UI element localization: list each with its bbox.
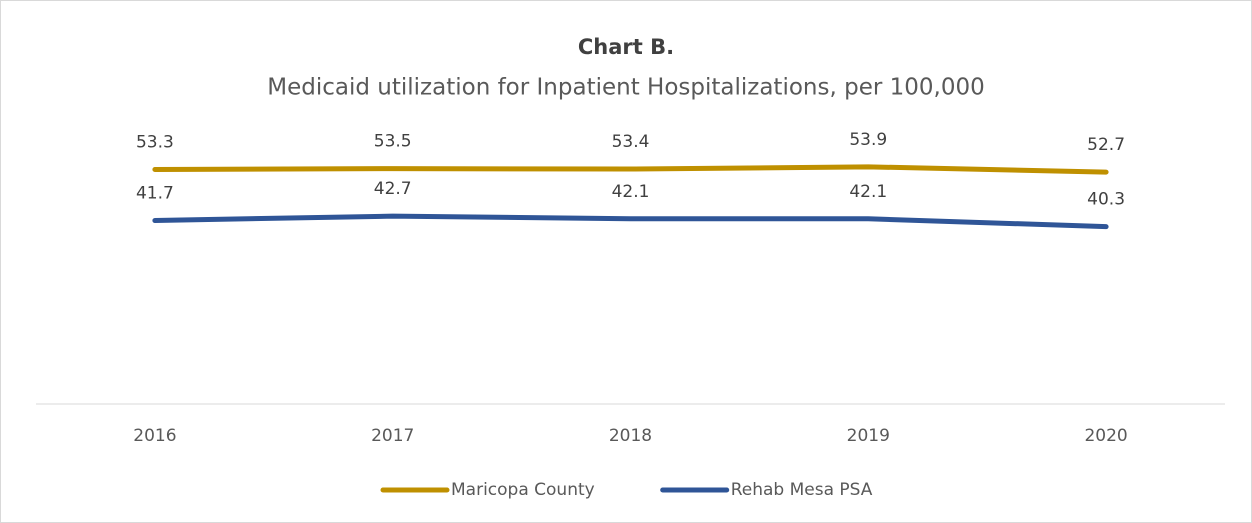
- x-tick-label: 2019: [847, 426, 890, 446]
- data-label: 41.7: [136, 184, 174, 204]
- data-label: 42.1: [612, 182, 650, 202]
- x-tick-label: 2020: [1084, 426, 1127, 446]
- x-tick-label: 2017: [371, 426, 414, 446]
- x-tick-label: 2016: [133, 426, 176, 446]
- data-label: 42.1: [849, 182, 887, 202]
- data-label: 40.3: [1087, 190, 1125, 210]
- data-label: 53.3: [136, 132, 174, 152]
- legend-label: Rehab Mesa PSA: [731, 480, 873, 500]
- data-label: 53.4: [612, 132, 650, 152]
- chart-subtitle: Medicaid utilization for Inpatient Hospi…: [267, 75, 984, 101]
- data-label: 53.9: [849, 130, 887, 150]
- data-label: 42.7: [374, 179, 412, 199]
- data-label: 53.5: [374, 132, 412, 152]
- x-tick-label: 2018: [609, 426, 652, 446]
- series-line: [152, 164, 1109, 175]
- series-line: [152, 213, 1109, 230]
- data-label: 52.7: [1087, 135, 1125, 155]
- legend-label: Maricopa County: [451, 480, 595, 500]
- chart-title: Chart B.: [578, 35, 674, 59]
